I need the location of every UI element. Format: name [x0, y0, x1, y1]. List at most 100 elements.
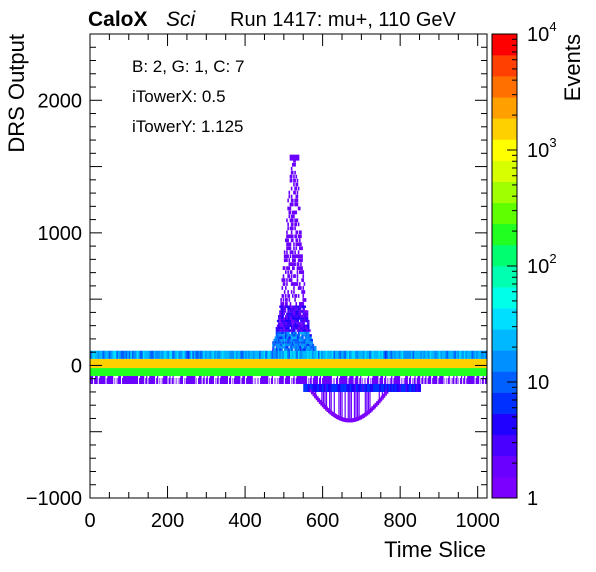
heatmap-bin — [293, 290, 295, 294]
heatmap-bin — [474, 376, 477, 384]
heatmap-bin — [348, 383, 352, 392]
heatmap-bin — [460, 350, 463, 359]
heatmap-bin — [173, 376, 176, 384]
heatmap-bin — [359, 350, 362, 359]
heatmap-bin — [246, 378, 248, 384]
heatmap-bin — [294, 190, 296, 195]
heatmap-bin — [121, 376, 123, 384]
heatmap-bin — [386, 376, 389, 384]
heatmap-bin — [282, 312, 286, 316]
heatmap-bin — [319, 350, 322, 359]
heatmap-bin — [343, 417, 347, 422]
heatmap-bin — [298, 302, 301, 306]
heatmap-bin — [290, 376, 292, 384]
heatmap-bin — [296, 194, 299, 199]
heatmap-bin — [447, 378, 450, 384]
heatmap-bin — [321, 383, 325, 392]
heatmap-bin — [312, 392, 316, 397]
heatmap-bin — [366, 350, 368, 359]
heatmap-bin — [282, 334, 286, 337]
heatmap-bin — [311, 343, 315, 347]
heatmap-bin — [428, 350, 430, 359]
heatmap-bin — [329, 410, 333, 415]
heatmap-bin — [393, 350, 396, 359]
heatmap-bin — [455, 350, 458, 359]
heatmap-bin — [286, 246, 288, 251]
heatmap-bin — [290, 290, 293, 294]
heatmap-bin — [282, 298, 285, 302]
heatmap-bin — [331, 350, 334, 359]
heatmap-bin — [144, 376, 147, 384]
heatmap-bin — [411, 383, 415, 392]
heatmap-bin — [204, 350, 207, 359]
heatmap-bin — [287, 198, 289, 203]
color-scale-step — [492, 118, 517, 140]
heatmap-bin — [432, 378, 434, 384]
heatmap-bin — [307, 343, 310, 347]
heatmap-bin — [228, 350, 230, 359]
heatmap-bin — [358, 350, 361, 359]
heatmap-bin — [136, 350, 139, 359]
heatmap-bin — [285, 294, 287, 298]
heatmap-bin — [153, 350, 156, 359]
heatmap-bin — [468, 350, 471, 359]
heatmap-bin — [292, 378, 295, 384]
heatmap-bin — [197, 376, 199, 384]
heatmap-bin — [282, 266, 285, 270]
heatmap-bin — [105, 376, 108, 384]
heatmap-bin — [97, 376, 100, 384]
heatmap-bin — [291, 170, 294, 175]
heatmap-bin — [426, 376, 429, 384]
heatmap-bin — [349, 391, 351, 419]
heatmap-bin — [344, 391, 346, 418]
heatmap-bin — [365, 411, 369, 416]
heatmap-bin — [102, 350, 105, 359]
heatmap-bin — [480, 350, 483, 359]
heatmap-bin — [322, 378, 324, 384]
heatmap-bin — [128, 350, 131, 359]
heatmap-bin — [374, 402, 378, 407]
heatmap-bin — [369, 350, 371, 359]
heatmap-bin — [124, 350, 126, 359]
heatmap-bin — [321, 350, 323, 359]
heatmap-bin — [483, 376, 486, 384]
heatmap-bin — [122, 350, 125, 359]
heatmap-bin — [286, 218, 288, 223]
color-scale-step — [492, 202, 517, 225]
heatmap-bin — [295, 186, 298, 191]
heatmap-bin — [198, 378, 200, 384]
heatmap-bin — [289, 246, 292, 251]
x-axis: 0 200 400 600 800 1000 — [84, 34, 500, 532]
heatmap-bin — [203, 350, 206, 359]
heatmap-bin — [113, 376, 116, 384]
heatmap-bin — [280, 302, 282, 306]
heatmap-bin — [397, 383, 401, 392]
heatmap-bin — [291, 162, 294, 167]
heatmap-bin — [274, 376, 277, 384]
heatmap-bin — [305, 338, 309, 342]
heatmap-bin — [347, 391, 349, 419]
heatmap-bin — [310, 350, 313, 359]
heatmap-bin — [420, 350, 423, 359]
heatmap-bin — [394, 383, 398, 392]
heatmap-bin — [289, 174, 292, 179]
heatmap-bin — [301, 346, 304, 349]
heatmap-bin — [290, 278, 293, 282]
heatmap-bin — [307, 326, 310, 330]
heatmap-bin — [298, 266, 301, 270]
heatmap-bin — [158, 376, 161, 384]
heatmap-bin — [141, 350, 144, 359]
heatmap-bin — [387, 376, 390, 384]
heatmap-bin — [295, 198, 298, 203]
heatmap-bin — [345, 350, 348, 359]
heatmap-bin — [209, 350, 212, 359]
heatmap-bin — [483, 350, 486, 359]
heatmap-bin — [294, 170, 296, 175]
heatmap-bin — [294, 274, 296, 278]
heatmap-bin — [294, 258, 296, 263]
heatmap-bin — [315, 383, 319, 392]
heatmap-bin — [367, 350, 370, 359]
heatmap-bin — [131, 350, 134, 359]
heatmap-bin — [364, 391, 366, 413]
